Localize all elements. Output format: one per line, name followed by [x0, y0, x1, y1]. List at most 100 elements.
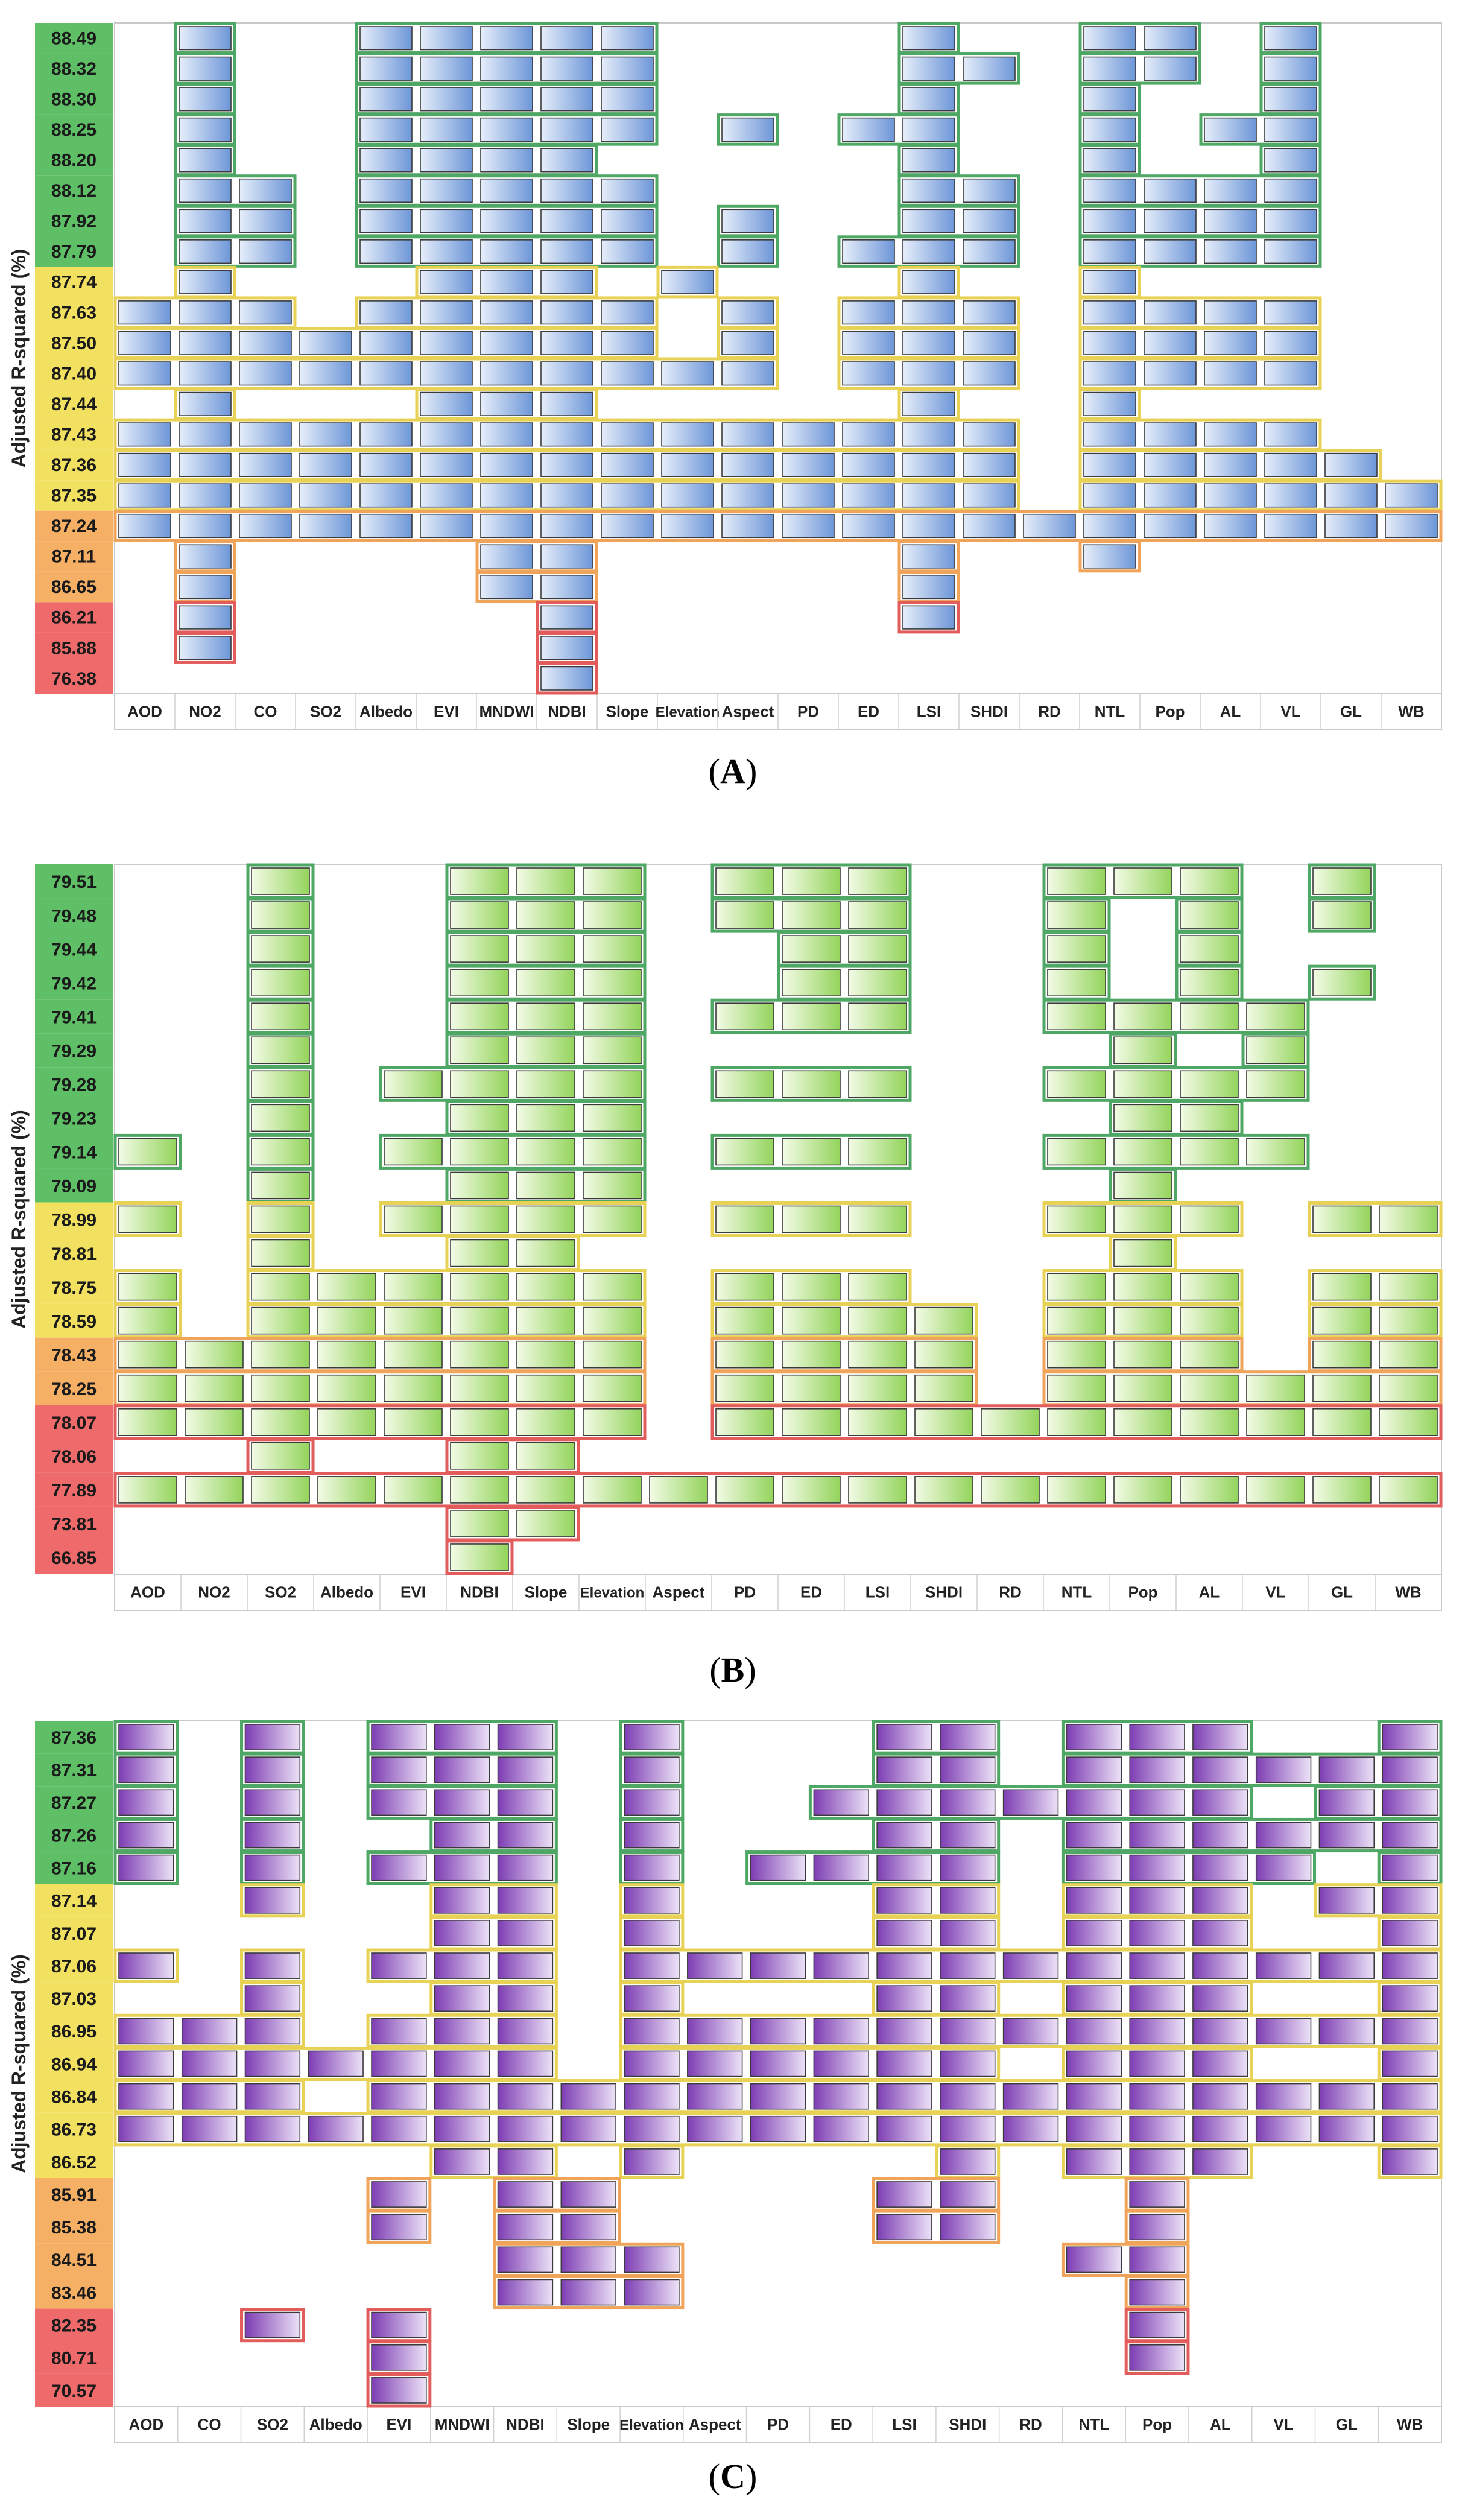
- heatmap-cell: [1385, 483, 1438, 508]
- heatmap-cell: [1180, 1273, 1239, 1301]
- heatmap-cell: [1129, 2311, 1185, 2338]
- heatmap-cell: [359, 300, 413, 325]
- row-group-outline: [1078, 235, 1322, 268]
- row-group-outline: [113, 1472, 1443, 1508]
- y-tick-label: 78.59: [51, 1312, 97, 1332]
- y-tick-label: 78.07: [51, 1413, 97, 1433]
- panel-c-letter: C: [720, 2457, 745, 2496]
- y-tick-cell: [35, 267, 113, 297]
- heatmap-cell: [251, 1104, 310, 1132]
- heatmap-cell: [583, 1340, 642, 1369]
- heatmap-cell: [181, 2083, 238, 2110]
- heatmap-cell: [239, 483, 292, 508]
- heatmap-cell: [251, 1476, 310, 1504]
- heatmap-cell: [963, 513, 1016, 539]
- x-tick-label: ED: [800, 1583, 822, 1601]
- heatmap-cell: [540, 452, 593, 477]
- heatmap-cell: [1144, 452, 1197, 477]
- heatmap-cell: [624, 1789, 680, 1816]
- heatmap-cell: [1318, 1789, 1375, 1816]
- heatmap-cell: [420, 422, 473, 447]
- heatmap-cell: [420, 513, 473, 539]
- heatmap-cell: [1382, 1822, 1438, 1849]
- heatmap-cell: [842, 513, 895, 539]
- x-tick-label: PD: [797, 702, 819, 720]
- heatmap-cell: [497, 2083, 554, 2110]
- heatmap-cell: [715, 1273, 774, 1301]
- heatmap-cell: [601, 513, 654, 539]
- heatmap-cell: [371, 1789, 427, 1816]
- heatmap-cell: [1264, 300, 1317, 325]
- row-group-outline: [366, 2373, 432, 2408]
- y-tick-cell: [35, 84, 113, 115]
- heatmap-cell: [601, 239, 654, 264]
- heatmap-cell: [842, 422, 895, 447]
- heatmap-cell: [450, 1510, 509, 1537]
- heatmap-cell: [480, 239, 533, 264]
- heatmap-cell: [1192, 2050, 1248, 2077]
- heatmap-cell: [1192, 1920, 1248, 1946]
- row-group-outline: [710, 1066, 912, 1102]
- heatmap-cell: [876, 1920, 932, 1946]
- heatmap-cell: [244, 1789, 301, 1816]
- heatmap-cell: [721, 452, 774, 477]
- heatmap-cell: [902, 117, 955, 142]
- heatmap-cell: [118, 452, 171, 477]
- heatmap-cell: [420, 87, 473, 112]
- heatmap-cell: [1144, 361, 1197, 386]
- y-tick-cell: [35, 541, 113, 572]
- heatmap-cell: [782, 969, 841, 996]
- heatmap-cell: [876, 1724, 932, 1750]
- heatmap-cell: [1192, 1952, 1248, 1979]
- panel-a-label: (A): [708, 752, 758, 791]
- heatmap-cell: [1246, 1476, 1305, 1504]
- heatmap-cell: [848, 1374, 907, 1402]
- heatmap-cell: [813, 2115, 869, 2142]
- heatmap-cell: [583, 1171, 642, 1200]
- heatmap-cell: [420, 483, 473, 508]
- heatmap-cell: [540, 422, 593, 447]
- heatmap-cell: [624, 2115, 680, 2142]
- heatmap-cell: [1192, 1854, 1248, 1881]
- heatmap-cell: [1113, 1205, 1172, 1233]
- heatmap-cell: [1264, 361, 1317, 386]
- heatmap-cell: [1264, 178, 1317, 203]
- heatmap-cell: [1312, 1476, 1372, 1504]
- y-tick-label: 86.73: [51, 2120, 97, 2140]
- y-tick-label: 87.74: [51, 273, 97, 293]
- y-tick-label: 87.63: [51, 303, 97, 323]
- x-tick-label: NTL: [1095, 702, 1125, 720]
- heatmap-cell: [1379, 1306, 1438, 1335]
- heatmap-cell: [583, 1374, 642, 1402]
- heatmap-cell: [1129, 1920, 1185, 1946]
- heatmap-cell: [560, 2083, 616, 2110]
- heatmap-cell: [359, 148, 413, 173]
- heatmap-cell: [583, 935, 642, 963]
- heatmap-cell: [813, 2018, 869, 2045]
- heatmap-cell: [118, 1408, 177, 1436]
- heatmap-cell: [1204, 483, 1257, 508]
- heatmap-cell: [687, 2050, 743, 2077]
- row-group-outline: [710, 1201, 912, 1238]
- heatmap-cell: [434, 1724, 490, 1750]
- heatmap-cell: [308, 2050, 364, 2077]
- x-tick-label: Elevation: [580, 1584, 645, 1601]
- y-tick-label: 80.71: [51, 2349, 97, 2369]
- heatmap-cell: [450, 1002, 509, 1031]
- heatmap-cell: [1144, 56, 1197, 81]
- heatmap-cell: [1312, 901, 1372, 929]
- heatmap-cell: [497, 2181, 554, 2208]
- heatmap-cell: [450, 1408, 509, 1436]
- heatmap-cell: [902, 270, 955, 294]
- heatmap-cell: [583, 1070, 642, 1098]
- heatmap-cell: [1047, 1002, 1106, 1031]
- heatmap-cell: [848, 1273, 907, 1301]
- heatmap-cell: [251, 1070, 310, 1098]
- heatmap-cell: [179, 178, 232, 203]
- heatmap-cell: [1192, 1822, 1248, 1849]
- x-tick-label: SHDI: [925, 1583, 963, 1601]
- heatmap-cell: [1382, 1952, 1438, 1979]
- y-tick-label: 79.44: [51, 940, 97, 960]
- heatmap-cell: [782, 935, 841, 963]
- heatmap-cell: [371, 2181, 427, 2208]
